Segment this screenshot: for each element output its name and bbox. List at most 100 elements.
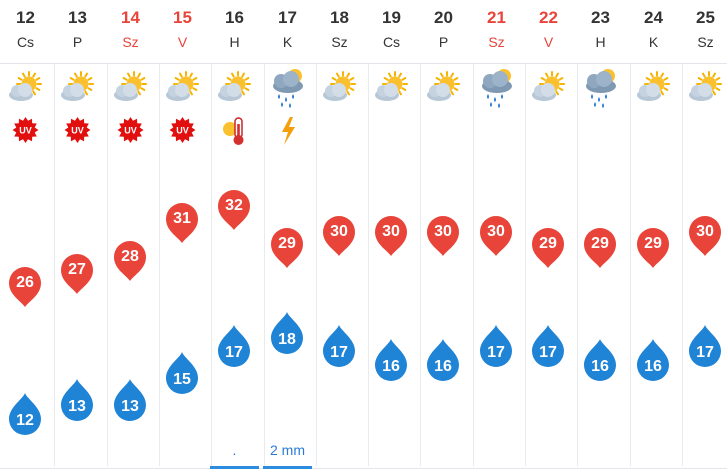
day-column[interactable]: 18 Sz 30 17 (313, 0, 366, 473)
pin-shape (9, 267, 41, 307)
day-name: H (595, 34, 606, 50)
day-column[interactable]: 12 Cs UV 26 12 (0, 0, 52, 473)
day-date: 14 (121, 8, 140, 27)
min-temp-drop: 18 (261, 312, 314, 354)
min-temp-drop: 17 (679, 325, 727, 367)
column-separator (54, 64, 55, 466)
column-separator (577, 64, 578, 466)
min-temp-drop: 16 (417, 339, 470, 381)
weather-icon-slot (261, 66, 314, 116)
day-name: Sz (697, 34, 714, 50)
lightning-icon (282, 117, 295, 145)
pin-shape (689, 216, 721, 256)
day-column[interactable]: 22 V 29 17 (522, 0, 575, 473)
drop-shape (166, 352, 198, 394)
day-name: Sz (122, 34, 139, 50)
alert-icon-slot (627, 116, 680, 148)
min-temp-value: 16 (591, 358, 609, 375)
sun-cloud-icon (637, 71, 670, 101)
max-temp-pin: 30 (470, 214, 523, 256)
column-separator (525, 64, 526, 466)
day-column[interactable]: 14 Sz UV 28 13 (104, 0, 157, 473)
pin-shape (218, 190, 250, 230)
max-temp-pin: 29 (522, 226, 575, 268)
max-temp-pin: 29 (574, 226, 627, 268)
pin-shape (271, 228, 303, 268)
pin-shape (584, 228, 616, 268)
drop-shape (114, 379, 146, 421)
day-column[interactable]: 15 V UV 31 15 (156, 0, 209, 473)
day-date: 13 (68, 8, 87, 27)
svg-text:UV: UV (71, 126, 84, 136)
min-temp-value: 13 (68, 398, 86, 415)
day-name: P (438, 34, 449, 50)
min-temp-drop: 12 (0, 393, 52, 435)
min-temp-value: 17 (539, 344, 557, 361)
day-column[interactable]: 13 P UV 27 13 (51, 0, 104, 473)
min-temp-drop: 15 (156, 352, 209, 394)
day-column[interactable]: 24 K 29 16 (627, 0, 680, 473)
day-column[interactable]: 19 Cs 30 16 (365, 0, 418, 473)
sun-cloud-icon (218, 71, 251, 101)
day-date: 23 (591, 8, 610, 27)
day-column[interactable]: 23 H 29 16 (574, 0, 627, 473)
min-temp-value: 16 (434, 358, 452, 375)
day-date: 22 (539, 8, 558, 27)
min-temp-value: 17 (225, 344, 243, 361)
weather-icon-slot (104, 66, 157, 116)
min-temp-value: 16 (382, 358, 400, 375)
day-column[interactable]: 17 K 29 18 2 mm (261, 0, 314, 473)
column-separator (630, 64, 631, 466)
column-separator (682, 64, 683, 466)
pin-shape (532, 228, 564, 268)
weather-icon-slot (522, 66, 575, 116)
max-temp-pin: 32 (208, 188, 261, 230)
max-temp-pin: 28 (104, 239, 157, 281)
day-date: 17 (278, 8, 297, 27)
max-temp-pin: 31 (156, 201, 209, 243)
heat-thermometer-icon (223, 117, 244, 145)
max-temp-pin: 29 (627, 226, 680, 268)
max-temp-pin: 30 (313, 214, 366, 256)
column-separator (159, 64, 160, 466)
max-temp-value: 30 (434, 223, 452, 240)
sun-cloud-icon (375, 71, 408, 101)
alert-icon-slot: UV (156, 116, 209, 148)
day-column[interactable]: 20 P 30 16 (417, 0, 470, 473)
weather-icon-slot (156, 66, 209, 116)
bottom-divider (0, 468, 727, 469)
alert-icon-slot (470, 116, 523, 148)
max-temp-value: 27 (68, 261, 86, 278)
uv-icon: UV (12, 117, 39, 143)
min-temp-drop: 16 (627, 339, 680, 381)
alert-icon-slot: UV (104, 116, 157, 148)
drop-shape (637, 339, 669, 381)
day-name: Sz (331, 34, 348, 50)
max-temp-value: 29 (539, 235, 557, 252)
column-separator (420, 64, 421, 466)
column-separator (211, 64, 212, 466)
day-date: 15 (173, 8, 192, 27)
min-temp-value: 15 (173, 371, 191, 388)
svg-text:UV: UV (19, 126, 32, 136)
uv-icon: UV (169, 117, 196, 143)
uv-icon: UV (117, 117, 144, 143)
pin-shape (427, 216, 459, 256)
rain-cloud-icon (482, 69, 512, 108)
max-temp-value: 30 (382, 223, 400, 240)
day-column[interactable]: 16 H 32 17. (208, 0, 261, 473)
min-temp-drop: 16 (365, 339, 418, 381)
day-name: Cs (16, 34, 35, 50)
alert-icon-slot (679, 116, 727, 148)
max-temp-pin: 30 (417, 214, 470, 256)
header-divider (0, 63, 727, 64)
drop-shape (532, 325, 564, 367)
max-temp-value: 31 (173, 210, 191, 227)
day-column[interactable]: 25 Sz 30 17 (679, 0, 727, 473)
day-column[interactable]: 21 Sz 30 17 (470, 0, 523, 473)
max-temp-value: 29 (278, 235, 296, 252)
uv-icon: UV (64, 117, 91, 143)
min-temp-drop: 16 (574, 339, 627, 381)
max-temp-pin: 30 (679, 214, 727, 256)
day-name: V (177, 34, 188, 50)
